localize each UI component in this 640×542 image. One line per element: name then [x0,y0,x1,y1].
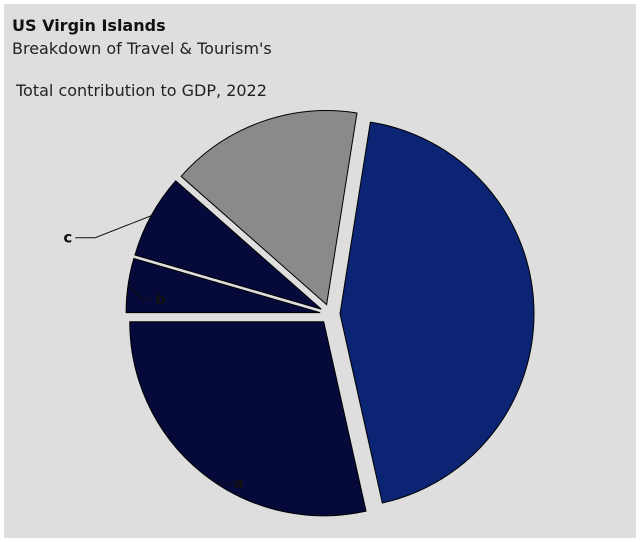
leader-line-a [202,472,231,484]
chart-title: US Virgin Islands [12,16,166,35]
pie-slice-unlabeled-0 [339,121,535,504]
chart-subtitle-line-2: Total contribution to GDP, 2022 [16,81,267,100]
leader-line-c [75,215,152,239]
leader-line-b [127,284,153,300]
pie-slice-a [129,321,367,517]
slice-label-c: c [63,229,72,247]
slice-label-a: a [233,474,243,492]
chart-panel: US Virgin Islands Breakdown of Travel & … [4,4,636,538]
pie-chart: a b c [63,110,535,517]
pie-slice-unlabeled-4 [180,110,358,306]
slice-label-b: b [155,290,166,308]
chart-subtitle-line-1: Breakdown of Travel & Tourism's [12,39,272,58]
